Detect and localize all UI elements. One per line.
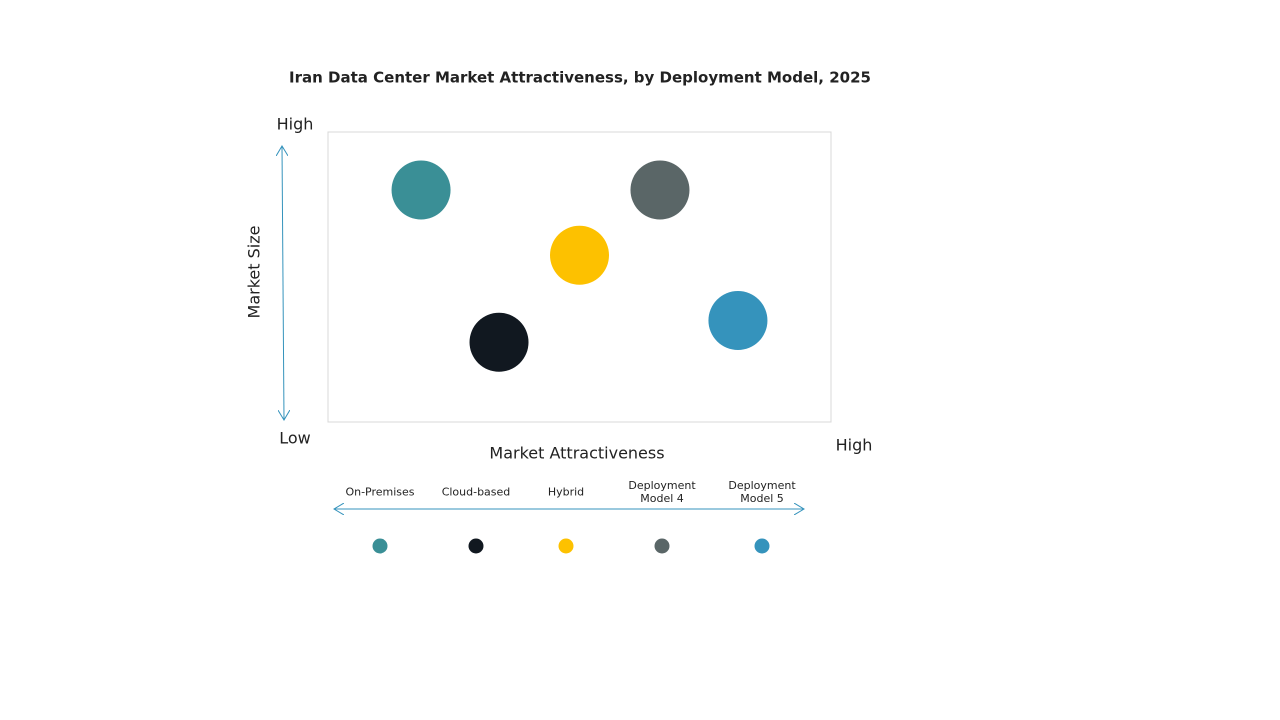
bubble — [708, 291, 768, 350]
y-axis-title: Market Size — [245, 226, 264, 319]
legend-label: Cloud-based — [441, 485, 511, 499]
legend-label: On-Premises — [345, 485, 415, 499]
bubble — [391, 160, 451, 220]
legend-swatch — [754, 538, 770, 554]
y-axis-arrow — [282, 146, 284, 420]
y-tick-label: High — [277, 115, 314, 134]
x-tick-label: High — [836, 436, 873, 455]
bubble — [469, 312, 529, 372]
legend-swatch — [558, 538, 574, 554]
legend-swatch — [654, 538, 670, 554]
legend-label: Hybrid — [547, 485, 585, 499]
plot-frame — [327, 131, 832, 423]
chart-title: Iran Data Center Market Attractiveness, … — [289, 69, 871, 87]
legend-swatch — [372, 538, 388, 554]
legend-label: Deployment Model 4 — [628, 479, 696, 505]
y-tick-label: Low — [279, 429, 311, 448]
legend-swatch — [468, 538, 484, 554]
legend-label: Deployment Model 5 — [728, 479, 796, 505]
bubble — [550, 225, 609, 285]
x-axis-title: Market Attractiveness — [489, 444, 664, 463]
bubble — [630, 160, 690, 220]
